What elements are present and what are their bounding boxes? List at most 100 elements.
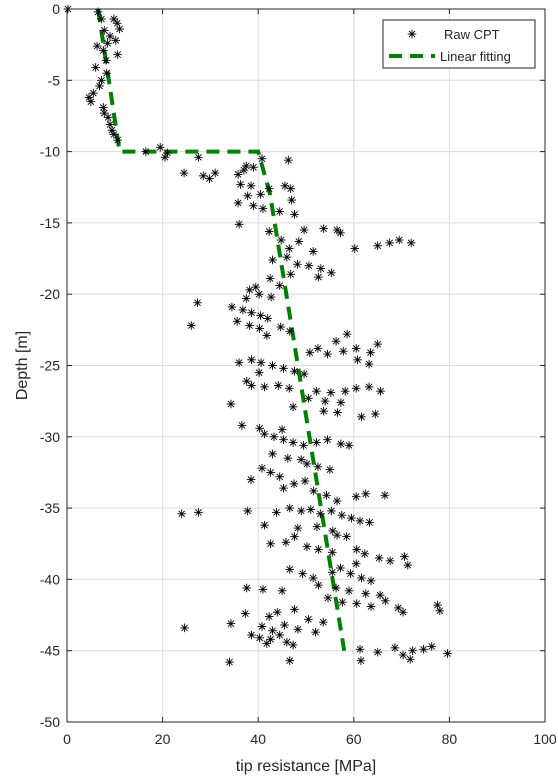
raw-cpt-point (262, 639, 272, 648)
raw-cpt-point (268, 361, 277, 370)
raw-cpt-point (262, 331, 272, 340)
raw-cpt-point (260, 382, 269, 392)
raw-cpt-point (294, 237, 304, 246)
raw-cpt-point (376, 386, 385, 396)
raw-cpt-point (268, 255, 277, 265)
raw-cpt-point (246, 181, 256, 191)
raw-cpt-point (245, 321, 254, 330)
raw-cpt-point (243, 506, 252, 516)
raw-cpt-point (109, 14, 119, 24)
raw-cpt-point (284, 384, 294, 393)
raw-cpt-point (346, 569, 355, 578)
raw-cpt-point (353, 355, 362, 365)
raw-cpt-point (443, 649, 452, 658)
raw-cpt-point (408, 646, 417, 655)
raw-cpt-point (239, 165, 249, 175)
raw-cpt-point (273, 607, 282, 617)
raw-cpt-point (268, 626, 277, 636)
x-tick-label: 40 (250, 731, 266, 747)
raw-cpt-point (97, 76, 106, 85)
legend-raw-cpt-marker (407, 29, 417, 39)
raw-cpt-point (256, 358, 266, 367)
raw-cpt-point (257, 154, 267, 164)
raw-cpt-point (327, 567, 337, 577)
raw-cpt-point (304, 615, 313, 624)
raw-cpt-point (103, 113, 113, 122)
raw-cpt-point (394, 235, 404, 245)
raw-cpt-point (299, 369, 309, 379)
raw-cpt-point (327, 506, 336, 516)
raw-cpt-point (309, 486, 318, 496)
raw-cpt-point (332, 496, 342, 506)
raw-cpt-point (263, 314, 273, 323)
raw-cpt-point (99, 26, 109, 35)
raw-cpt-point (287, 195, 296, 205)
raw-cpt-point (234, 220, 244, 229)
raw-cpt-point (293, 625, 303, 634)
raw-cpt-point (333, 408, 342, 417)
y-tick-label: -25 (40, 358, 60, 374)
raw-cpt-point (326, 388, 336, 397)
raw-cpt-point (237, 421, 247, 430)
raw-cpt-point (351, 559, 361, 569)
raw-cpt-point (314, 580, 323, 590)
raw-cpt-point (350, 244, 360, 253)
raw-cpt-point (226, 619, 236, 628)
raw-cpt-point (381, 596, 390, 606)
raw-cpt-point (266, 292, 276, 302)
raw-cpt-point (226, 399, 236, 409)
raw-cpt-point (319, 406, 328, 416)
legend-linear-fitting-label: Linear fitting (440, 49, 511, 64)
raw-cpt-point (366, 348, 375, 357)
y-tick-label: -35 (40, 500, 60, 516)
raw-cpt-point (234, 358, 244, 367)
raw-cpt-point (336, 398, 346, 407)
raw-cpt-point (265, 274, 275, 283)
y-tick-label: -40 (40, 571, 60, 587)
raw-cpt-point (304, 261, 314, 270)
raw-cpt-point (115, 24, 124, 34)
raw-cpt-point (277, 425, 287, 434)
raw-cpt-point (177, 509, 187, 519)
raw-cpt-point (296, 455, 306, 464)
raw-cpt-point (293, 523, 303, 533)
raw-cpt-point (313, 462, 323, 472)
raw-cpt-point (247, 308, 256, 318)
raw-cpt-point (371, 409, 380, 419)
raw-cpt-point (351, 492, 361, 501)
legend: Raw CPT Linear fitting (382, 19, 536, 69)
raw-cpt-point (276, 322, 285, 332)
raw-cpt-point (305, 348, 315, 357)
raw-cpt-point (179, 168, 189, 178)
raw-cpt-point (375, 590, 385, 600)
raw-cpt-point (245, 285, 254, 295)
raw-cpt-point (323, 435, 332, 444)
raw-cpt-point (95, 81, 104, 91)
raw-cpt-point (282, 252, 292, 262)
raw-cpt-point (374, 553, 384, 563)
raw-cpt-point (264, 612, 274, 621)
raw-cpt-point (266, 468, 275, 477)
raw-cpt-point (312, 522, 322, 531)
raw-cpt-point (251, 282, 261, 292)
raw-cpt-point (225, 657, 234, 667)
raw-cpt-point (273, 381, 283, 390)
raw-cpt-point (264, 184, 274, 193)
raw-cpt-point (299, 441, 308, 450)
raw-cpt-point (246, 475, 256, 484)
raw-cpt-point (322, 490, 331, 500)
y-tick-label: -50 (40, 714, 60, 730)
raw-cpt-point (342, 329, 352, 339)
raw-cpt-point (366, 602, 376, 611)
y-tick-label: -20 (40, 286, 60, 302)
raw-cpt-point (258, 204, 268, 213)
raw-cpt-point (260, 429, 269, 439)
raw-cpt-point (316, 264, 326, 273)
raw-cpt-point (364, 382, 374, 392)
raw-cpt-point (352, 545, 361, 554)
raw-cpt-point (105, 31, 115, 41)
raw-cpt-point (385, 238, 394, 248)
raw-cpt-point (194, 153, 203, 162)
raw-cpt-point (281, 538, 291, 547)
